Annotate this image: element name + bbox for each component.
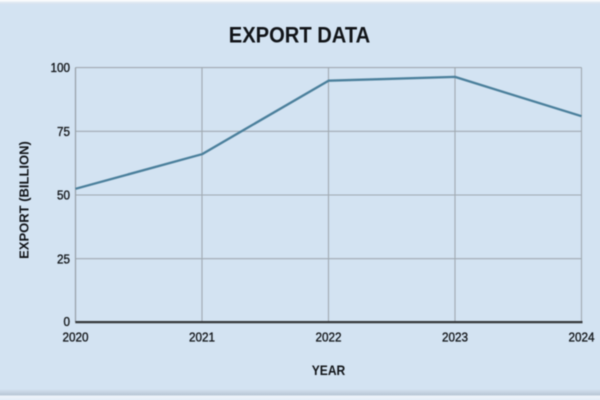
svg-text:100: 100 (50, 61, 70, 76)
svg-text:75: 75 (57, 124, 70, 139)
svg-text:25: 25 (57, 252, 70, 267)
svg-text:2020: 2020 (62, 330, 88, 345)
svg-text:EXPORT (BILLION): EXPORT (BILLION) (17, 141, 32, 259)
svg-text:2022: 2022 (315, 330, 341, 345)
svg-text:2023: 2023 (442, 330, 468, 345)
svg-text:YEAR: YEAR (312, 362, 345, 378)
svg-text:0: 0 (63, 315, 70, 330)
svg-text:2021: 2021 (189, 330, 215, 345)
svg-text:2024: 2024 (568, 330, 594, 345)
svg-text:50: 50 (57, 188, 70, 203)
svg-text:EXPORT DATA: EXPORT DATA (229, 22, 370, 47)
